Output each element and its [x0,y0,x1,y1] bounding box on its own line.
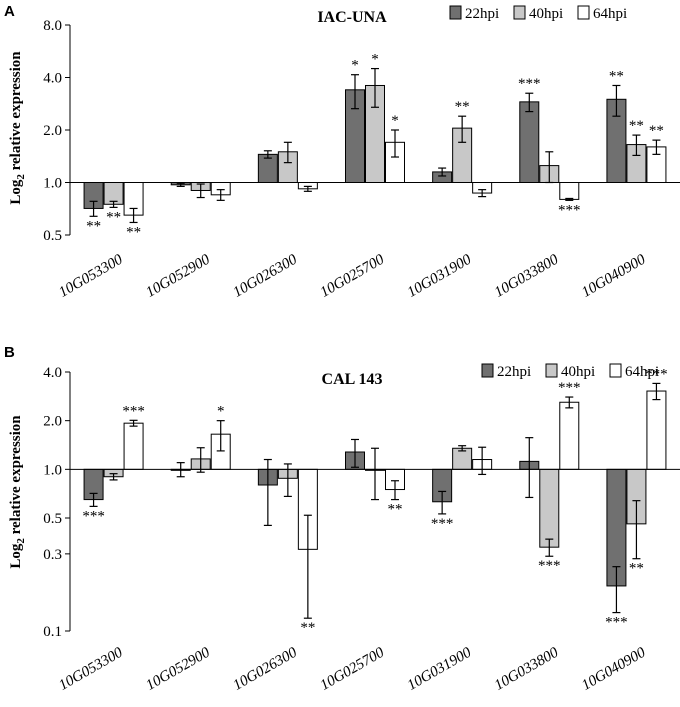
significance-marker: *** [82,508,105,524]
y-tick-label: 0.5 [43,511,62,527]
significance-marker: ** [300,620,315,636]
significance-marker: * [217,404,225,420]
y-tick-label: 0.1 [43,624,62,640]
significance-marker: * [351,58,359,74]
bar-64hpi-10G033800 [559,182,580,200]
panel-a-legend: 22hpi 40hpi 64hpi [449,5,627,22]
legend-swatch-64hpi [577,5,590,20]
legend-swatch-40hpi [545,363,558,378]
panel-b-letter: B [4,344,15,361]
legend-label-40hpi: 40hpi [561,364,595,380]
bar-64hpi-10G053300 [123,422,144,470]
significance-marker: *** [558,202,581,218]
significance-marker: ** [629,118,644,134]
y-tick-label: 2.0 [43,414,62,430]
y-tick-label: 4.0 [43,71,62,87]
significance-marker: *** [558,380,581,396]
legend-label-64hpi: 64hpi [593,6,627,22]
y-tick-label: 2.0 [43,123,62,139]
significance-marker: ** [629,561,644,577]
significance-marker: *** [431,516,454,532]
bar-64hpi-10G040900 [646,390,667,470]
significance-marker: ** [86,218,101,234]
category-label: 10G026300 [231,251,301,301]
significance-marker: ** [126,224,141,240]
category-label: 10G053300 [56,644,126,694]
significance-marker: ** [455,99,470,115]
y-tick-label: 0.5 [43,228,62,244]
category-label: 10G033800 [492,644,562,694]
y-tick-label: 8.0 [43,18,62,34]
panel-b: B CAL 143 Log2 relative expression 0.1 0.… [4,344,680,694]
category-label: 10G031900 [405,644,475,694]
significance-marker: ** [388,502,403,518]
panel-a: A IAC-UNA Log2 relative expression 0.5 1.… [4,3,680,301]
significance-marker: * [371,52,379,68]
category-label: 10G025700 [318,251,388,301]
category-label: 10G040900 [579,644,649,694]
y-tick-label: 1.0 [43,462,62,478]
y-tick-label: 0.3 [43,547,62,563]
bar-22hpi-10G033800 [519,101,540,183]
significance-marker: *** [122,403,145,419]
legend-swatch-22hpi [481,363,494,378]
category-label: 10G033800 [492,251,562,301]
category-label: 10G053300 [56,251,126,301]
y-tick-label: 4.0 [43,365,62,381]
legend-swatch-40hpi [513,5,526,20]
significance-marker: *** [538,558,561,574]
legend-swatch-22hpi [449,5,462,20]
significance-marker: ** [649,123,664,139]
significance-marker: *** [605,615,628,631]
category-label: 10G031900 [405,251,475,301]
category-label: 10G025700 [318,644,388,694]
category-label: 10G052900 [143,251,213,301]
significance-marker: * [391,113,399,129]
significance-marker: *** [518,76,541,92]
panel-a-letter: A [4,3,15,20]
category-label: 10G026300 [231,644,301,694]
panel-b-ylabel: Log2 relative expression [8,415,27,569]
legend-label-22hpi: 22hpi [497,364,531,380]
category-label: 10G052900 [143,644,213,694]
panel-a-ylabel: Log2 relative expression [8,51,27,205]
legend-label-22hpi: 22hpi [465,6,499,22]
significance-marker: *** [645,366,668,382]
category-label: 10G040900 [579,251,649,301]
y-tick-label: 1.0 [43,176,62,192]
panel-b-title: CAL 143 [322,371,383,388]
bar-64hpi-10G033800 [559,401,580,470]
significance-marker: ** [106,209,121,225]
legend-swatch-64hpi [609,363,622,378]
panel-b-legend: 22hpi 40hpi 64hpi [481,363,659,380]
panel-a-title: IAC-UNA [317,9,387,26]
legend-label-40hpi: 40hpi [529,6,563,22]
significance-marker: ** [609,68,624,84]
bar-40hpi-10G033800 [539,468,560,548]
legend-label-64hpi: 64hpi [625,364,659,380]
